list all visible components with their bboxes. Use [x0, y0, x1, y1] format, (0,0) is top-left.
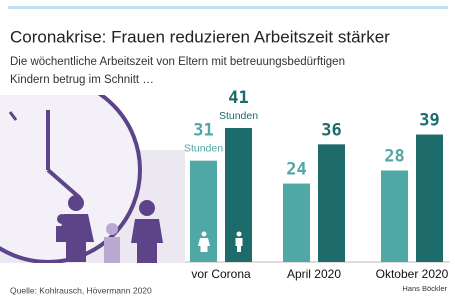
- value-label: 24: [286, 160, 306, 180]
- value-label: 39: [419, 111, 439, 131]
- subtitle-line: Die wöchentliche Arbeitszeit von Eltern …: [10, 56, 345, 68]
- value-label: 36: [321, 120, 341, 140]
- bar: [318, 144, 345, 262]
- clock-illustration: [0, 78, 185, 263]
- value-label: 41: [228, 88, 248, 108]
- bar: [381, 170, 408, 262]
- subtitle-line: Kindern betrug im Schnitt …: [10, 74, 154, 86]
- x-tick-label: vor Corona: [191, 267, 251, 281]
- bar: [416, 135, 443, 262]
- value-label: 28: [384, 146, 404, 166]
- value-label: 31: [193, 121, 213, 141]
- bar: [283, 184, 310, 262]
- x-tick-label: April 2020: [287, 267, 341, 281]
- source: Quelle: Kohlrausch, Hövermann 2020: [10, 285, 152, 295]
- unit-label: Stunden: [219, 110, 258, 122]
- chart-title: Coronakrise: Frauen reduzieren Arbeitsze…: [10, 27, 390, 46]
- logo: Hans Böckler: [402, 284, 447, 293]
- chart: Coronakrise: Frauen reduzieren Arbeitsze…: [0, 0, 455, 300]
- unit-label: Stunden: [184, 142, 223, 154]
- x-tick-label: Oktober 2020: [376, 267, 449, 281]
- top-stripe: [8, 6, 448, 9]
